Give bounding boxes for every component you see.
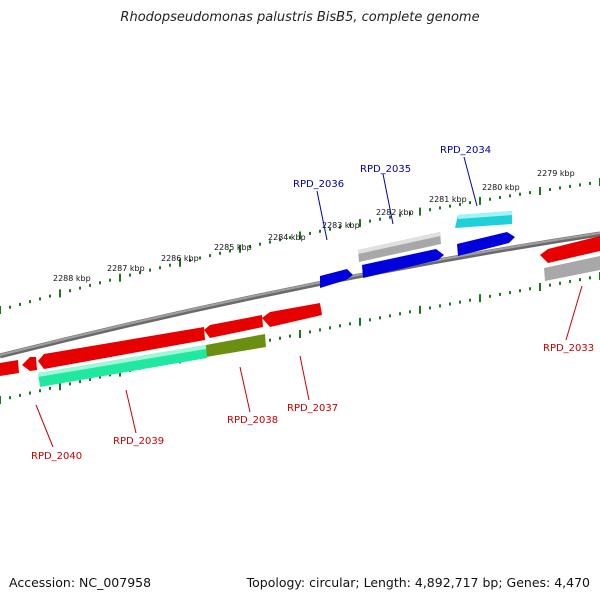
kbp-label: 2280 kbp — [482, 183, 520, 192]
gene-RPD_2038[interactable] — [206, 334, 266, 357]
accession-label: Accession: NC_007958 — [9, 575, 152, 590]
kbp-label: 2282 kbp — [376, 208, 414, 217]
genome-backbone-highlight — [0, 232, 600, 356]
gene-leader-lines — [35, 156, 583, 448]
gene-RPD_2038-red[interactable] — [204, 315, 263, 338]
kbp-label: 2285 kbp — [214, 243, 252, 252]
kbp-label: 2279 kbp — [537, 169, 575, 178]
kbp-label: 2281 kbp — [429, 195, 467, 204]
gene-RPD_2040[interactable] — [0, 360, 19, 376]
kbp-label: 2288 kbp — [53, 274, 91, 283]
gene-RPD_2037[interactable] — [262, 303, 322, 327]
kbp-label: 2283 kbp — [322, 221, 360, 230]
gene-RPD_2036[interactable] — [320, 269, 353, 288]
genome-title: Rhodopseudomonas palustris BisB5, comple… — [120, 10, 480, 25]
kbp-label: 2287 kbp — [107, 264, 145, 273]
gene-highlight — [358, 232, 440, 254]
kbp-scale-labels: 2279 kbp 2280 kbp 2281 kbp 2282 kbp 2283 kbp… — [53, 169, 575, 283]
gene-label-RPD_2038: RPD_2038 — [227, 415, 278, 426]
kbp-label: 2284 kbp — [268, 233, 306, 242]
gene-label-RPD_2036: RPD_2036 — [293, 179, 344, 190]
gene-highlight — [38, 345, 206, 377]
inner-scale-ticks — [0, 272, 600, 404]
gene-RPD_2033[interactable] — [540, 236, 600, 263]
gene-RPD_2040-small[interactable] — [22, 357, 37, 371]
gene-RPD_2035[interactable] — [362, 249, 444, 278]
gene-label-RPD_2040: RPD_2040 — [31, 451, 82, 462]
kbp-label: 2286 kbp — [161, 254, 199, 263]
gene-RPD_2035b[interactable] — [457, 232, 515, 256]
gene-label-RPD_2034: RPD_2034 — [440, 145, 491, 156]
gene-RPD_2039-red[interactable] — [38, 327, 205, 369]
gene-highlight — [458, 211, 512, 219]
gene-gray-reverse[interactable] — [544, 256, 600, 281]
outer-scale-ticks — [0, 178, 600, 314]
gene-label-RPD_2039: RPD_2039 — [113, 436, 164, 447]
genome-summary: Topology: circular; Length: 4,892,717 bp… — [246, 575, 590, 590]
gene-label-RPD_2037: RPD_2037 — [287, 403, 338, 414]
gene-label-RPD_2035: RPD_2035 — [360, 164, 411, 175]
gene-label-RPD_2033: RPD_2033 — [543, 343, 594, 354]
